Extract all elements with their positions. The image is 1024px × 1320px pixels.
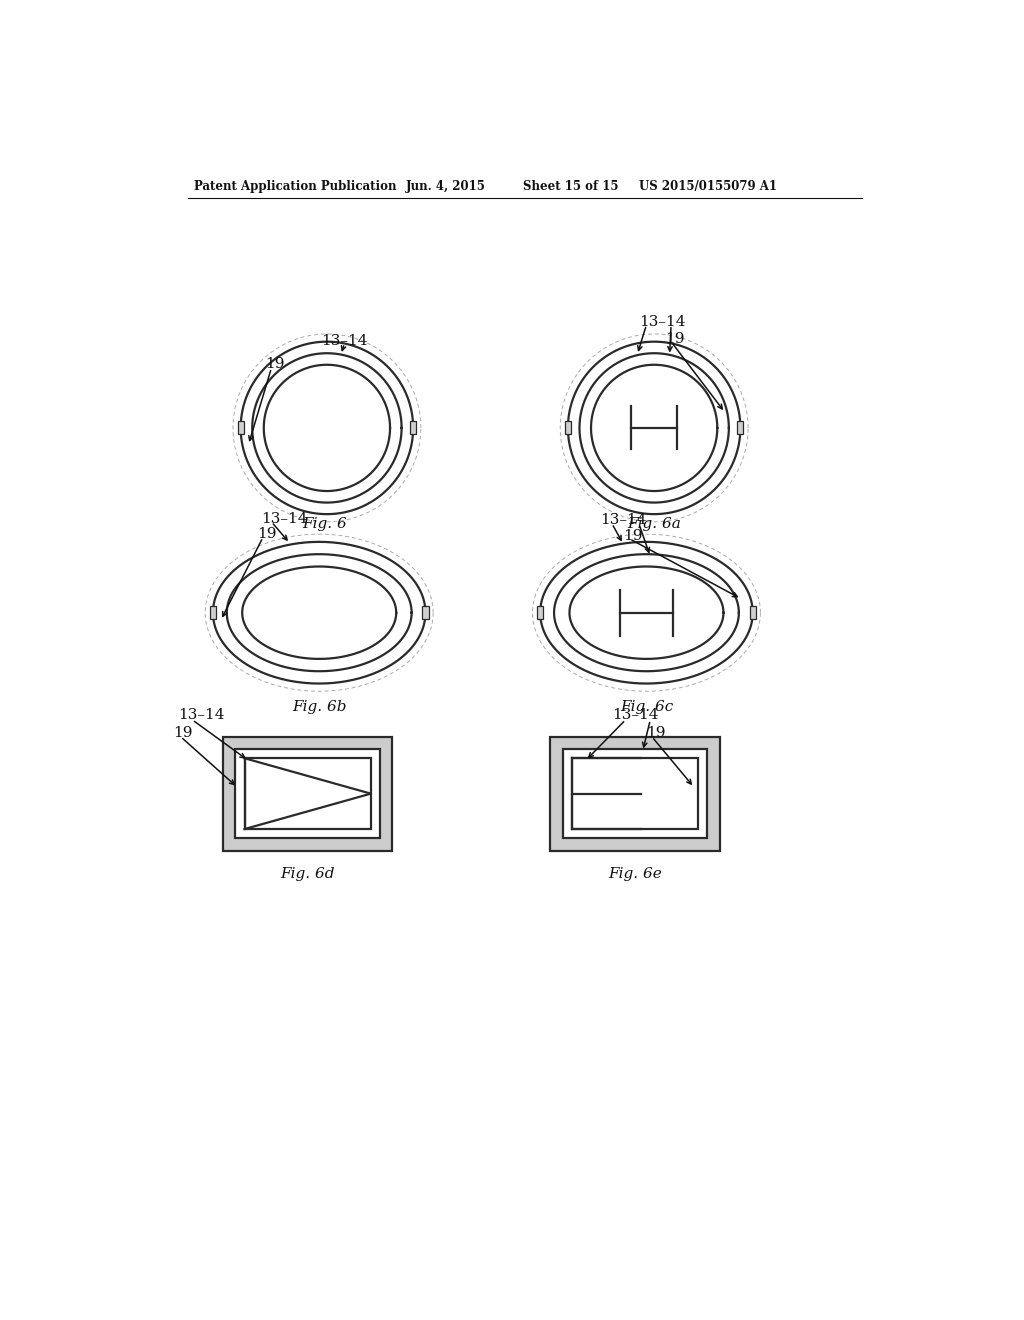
Bar <box>737 421 743 434</box>
Text: 13–14: 13–14 <box>261 512 308 525</box>
Bar <box>245 758 371 829</box>
Text: 13–14: 13–14 <box>611 708 658 722</box>
Text: 13–14: 13–14 <box>178 708 225 722</box>
Text: Fig. 6c: Fig. 6c <box>620 700 673 714</box>
Bar <box>238 421 244 434</box>
Bar <box>223 737 392 850</box>
Bar <box>422 606 429 619</box>
Text: 19: 19 <box>258 527 278 541</box>
Text: 19: 19 <box>665 333 684 346</box>
Bar <box>562 748 708 838</box>
Text: Fig. 6d: Fig. 6d <box>281 867 335 880</box>
Text: 13–14: 13–14 <box>322 334 368 348</box>
Text: Fig. 6: Fig. 6 <box>302 517 347 531</box>
Text: 19: 19 <box>265 356 285 371</box>
Text: Jun. 4, 2015: Jun. 4, 2015 <box>407 181 486 194</box>
Text: 13–14: 13–14 <box>639 315 685 330</box>
Bar <box>565 421 571 434</box>
Bar <box>750 606 756 619</box>
Bar <box>210 606 216 619</box>
Text: Fig. 6e: Fig. 6e <box>608 867 662 880</box>
Bar <box>538 606 544 619</box>
Bar <box>236 748 380 838</box>
Text: Patent Application Publication: Patent Application Publication <box>195 181 397 194</box>
Text: 19: 19 <box>646 726 666 739</box>
Text: Fig. 6a: Fig. 6a <box>628 517 681 531</box>
Text: 13–14: 13–14 <box>600 513 647 527</box>
Bar <box>571 758 698 829</box>
Bar <box>550 737 720 850</box>
Text: 19: 19 <box>173 726 193 739</box>
Text: US 2015/0155079 A1: US 2015/0155079 A1 <box>639 181 777 194</box>
Text: Fig. 6b: Fig. 6b <box>292 700 346 714</box>
Bar <box>410 421 416 434</box>
Text: 19: 19 <box>624 529 643 543</box>
Text: Sheet 15 of 15: Sheet 15 of 15 <box>523 181 618 194</box>
